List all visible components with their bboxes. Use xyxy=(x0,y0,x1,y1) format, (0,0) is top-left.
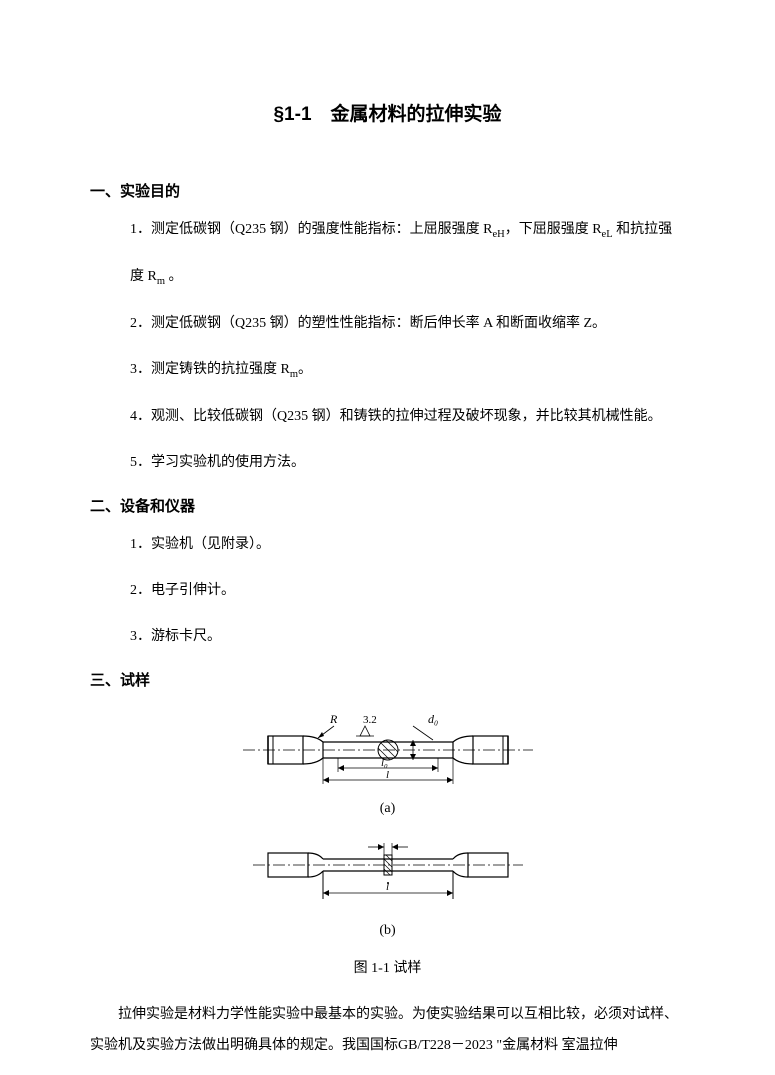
item3-end: 。 xyxy=(298,362,312,377)
item1-end: 。 xyxy=(165,269,183,284)
section1-item1: 1．测定低碳钢（Q235 钢）的强度性能指标：上屈服强度 ReH，下屈服强度 R… xyxy=(90,216,685,245)
section2-item1: 1．实验机（见附录）。 xyxy=(90,531,685,559)
item1-line2-text: 度 R xyxy=(130,269,157,284)
figure-caption: 图 1-1 试样 xyxy=(90,958,685,980)
diagram-b-container: l (b) xyxy=(90,835,685,942)
d0-label: d₀ xyxy=(428,712,438,726)
l0-label: l₀ xyxy=(381,757,388,769)
section2-header: 二、设备和仪器 xyxy=(90,495,685,519)
item1-sub1: eH xyxy=(492,229,504,240)
item1-sub3: m xyxy=(157,276,165,287)
r-label: R xyxy=(329,712,338,726)
specimen-diagram-a: R 3.2 d₀ l₀ l xyxy=(238,708,538,793)
section3-header: 三、试样 xyxy=(90,669,685,693)
item3-text1: 3．测定铸铁的抗拉强度 R xyxy=(130,362,290,377)
l-label-a: l xyxy=(386,769,389,781)
item1-sub2: eL xyxy=(602,229,613,240)
item1-text3: 和抗拉强 xyxy=(613,222,673,237)
item3-sub: m xyxy=(290,369,298,380)
item1-text2: ，下屈服强度 R xyxy=(505,222,602,237)
section1-header: 一、实验目的 xyxy=(90,180,685,204)
diagram-a-label: (a) xyxy=(90,798,685,820)
section2-item3: 3．游标卡尺。 xyxy=(90,623,685,651)
diagram-b-label: (b) xyxy=(90,920,685,942)
diagram-a-container: R 3.2 d₀ l₀ l (a) xyxy=(90,708,685,820)
page-title: §1-1 金属材料的拉伸实验 xyxy=(90,100,685,130)
section1-item3: 3．测定铸铁的抗拉强度 Rm。 xyxy=(90,356,685,385)
paragraph-1: 拉伸实验是材料力学性能实验中最基本的实验。为使实验结果可以互相比较，必须对试样、… xyxy=(90,1000,685,1062)
finish-label: 3.2 xyxy=(363,714,377,726)
section1-item1-line2: 度 Rm 。 xyxy=(90,263,685,292)
section2-item2: 2．电子引伸计。 xyxy=(90,577,685,605)
section1-item2: 2．测定低碳钢（Q235 钢）的塑性性能指标：断后伸长率 A 和断面收缩率 Z。 xyxy=(90,310,685,338)
specimen-diagram-b: l xyxy=(238,835,538,915)
item1-text1: 1．测定低碳钢（Q235 钢）的强度性能指标：上屈服强度 R xyxy=(130,222,492,237)
section1-item5: 5．学习实验机的使用方法。 xyxy=(90,449,685,477)
section1-item4: 4．观测、比较低碳钢（Q235 钢）和铸铁的拉伸过程及破坏现象，并比较其机械性能… xyxy=(90,403,685,431)
